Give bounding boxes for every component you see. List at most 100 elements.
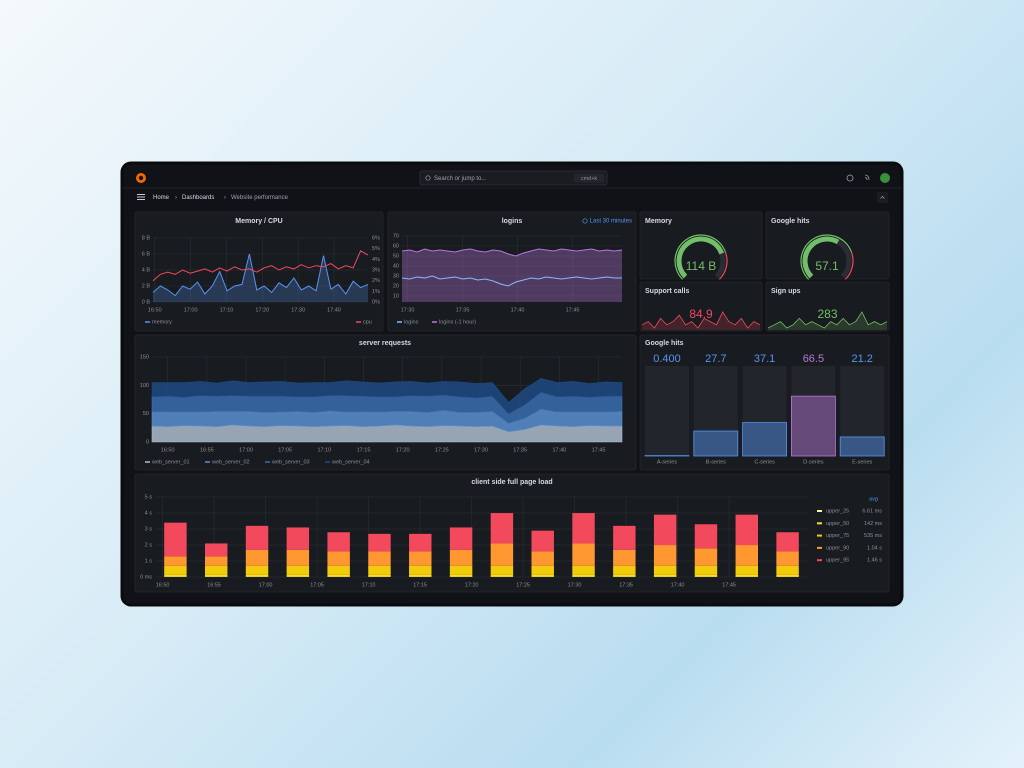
- bar-segment: [286, 574, 310, 577]
- bar-segment: [776, 574, 799, 577]
- bar-segment: [613, 525, 636, 550]
- bar-segment: [449, 527, 473, 550]
- collapse-button[interactable]: [877, 192, 888, 203]
- bar-segment: [204, 565, 228, 575]
- x-tick-label: 17:20: [465, 582, 479, 588]
- bar-segment: [368, 551, 391, 566]
- bar-segment: [694, 548, 718, 566]
- panel-title: Memory: [645, 218, 672, 225]
- bar-segment: [409, 551, 432, 566]
- panel: [134, 211, 384, 332]
- y-tick-label: 3 s: [145, 526, 153, 532]
- bar-segment: [572, 565, 595, 575]
- y-tick-label: 3%: [372, 267, 380, 273]
- chevron: [880, 196, 885, 199]
- y-tick-label: 4%: [372, 257, 380, 263]
- legend-label: upper_25: [826, 508, 849, 514]
- x-tick-label: 16:55: [200, 447, 214, 453]
- legend-label: upper_50: [826, 521, 849, 527]
- line: [401, 248, 623, 257]
- bar-segment: [368, 565, 391, 575]
- bar-segment: [531, 551, 554, 566]
- legend-label: logins: [404, 319, 419, 325]
- bar-segment: [613, 574, 636, 577]
- crumb[interactable]: Home: [153, 195, 170, 201]
- x-tick-label: 16:50: [161, 447, 175, 453]
- bar-segment: [204, 556, 228, 566]
- panel-title: logins: [502, 218, 523, 225]
- area: [402, 249, 622, 302]
- bar-segment: [653, 565, 677, 575]
- bar-segment: [449, 549, 473, 566]
- clock-icon: [582, 218, 588, 224]
- bar-segment: [164, 556, 187, 566]
- bar-track: [742, 366, 787, 456]
- line: [152, 253, 369, 297]
- x-tick-label: 16:55: [207, 582, 221, 588]
- y-tick-label: 0: [146, 439, 149, 445]
- x-tick-label: 17:20: [396, 447, 410, 453]
- area: [151, 424, 623, 443]
- legend-swatch: [817, 534, 822, 537]
- news-icon[interactable]: [864, 174, 870, 181]
- bar-segment: [368, 574, 391, 577]
- y-tick-label: 5%: [372, 246, 380, 252]
- crumb-sep: ›: [175, 195, 177, 201]
- bar-segment: [694, 524, 718, 549]
- bar-segment: [653, 574, 677, 577]
- x-tick-label: 17:00: [259, 582, 273, 588]
- bar-segment: [613, 549, 636, 566]
- y-tick-label: 30: [393, 273, 399, 279]
- bar-segment: [164, 574, 187, 577]
- menu-icon[interactable]: [137, 194, 145, 200]
- bar-segment: [490, 513, 514, 544]
- legend-label: cpu: [363, 319, 372, 325]
- stat-value: 84.9: [689, 307, 713, 321]
- bar-track: [645, 366, 689, 456]
- sparkline-area: [768, 312, 887, 330]
- x-tick-label: 17:35: [456, 307, 470, 313]
- bar: [791, 395, 836, 457]
- x-tick-label: 17:30: [474, 447, 488, 453]
- bar-segment: [735, 545, 759, 566]
- bar: [742, 422, 787, 457]
- bar-segment: [572, 513, 595, 544]
- x-tick-label: 17:40: [552, 447, 566, 453]
- search-box[interactable]: [419, 170, 608, 186]
- bar-track: [791, 366, 836, 456]
- y-tick-label: 2%: [372, 278, 380, 284]
- legend-label: logins (-1 hour): [439, 319, 476, 325]
- bar: [839, 436, 885, 457]
- bar-label: A-series: [657, 459, 677, 465]
- crumb[interactable]: Dashboards: [182, 195, 214, 201]
- bar-segment: [531, 565, 554, 575]
- bar-segment: [368, 533, 391, 552]
- avatar[interactable]: [880, 173, 890, 183]
- x-tick-label: 17:10: [220, 307, 234, 313]
- panel: [765, 281, 890, 332]
- crumb-sep: ›: [224, 195, 226, 201]
- bar-label: E-series: [852, 459, 872, 465]
- bar-segment: [204, 574, 228, 577]
- bar-segment: [286, 565, 310, 575]
- y-tick-label: 60: [393, 243, 399, 249]
- gauge-value: 57.1: [815, 259, 839, 273]
- y-tick-label: 2 s: [145, 542, 153, 548]
- y-tick-label: 50: [393, 253, 399, 259]
- time-range[interactable]: Last 30 minutes: [590, 219, 632, 225]
- bar-segment: [490, 574, 514, 577]
- legend-label: upper_90: [826, 545, 849, 551]
- y-tick-label: 50: [143, 411, 149, 417]
- panel-title: Memory / CPU: [235, 218, 282, 225]
- legend-label: web_server_02: [211, 459, 250, 465]
- help-icon[interactable]: [846, 174, 854, 182]
- crumb: Website performance: [231, 195, 289, 201]
- bar-segment: [204, 543, 228, 557]
- bar-segment: [694, 574, 718, 577]
- gauge-value: 114 B: [686, 259, 716, 273]
- legend-swatch: [817, 510, 822, 512]
- bar-value: 0.400: [653, 353, 681, 365]
- panel: [387, 211, 637, 332]
- x-tick-label: 17:05: [278, 447, 292, 453]
